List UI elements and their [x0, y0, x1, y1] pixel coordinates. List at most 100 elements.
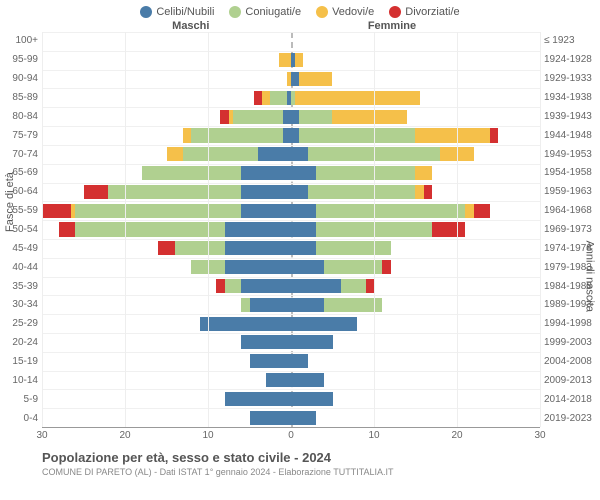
- female-bar: [291, 34, 540, 48]
- male-bar: [42, 411, 291, 425]
- age-tick: 85-89: [0, 89, 42, 108]
- bar-row: [42, 333, 540, 352]
- bar-segment: [183, 147, 258, 161]
- chart-subtitle: COMUNE DI PARETO (AL) - Dati ISTAT 1° ge…: [42, 467, 590, 477]
- bar-row: [42, 201, 540, 220]
- birth-tick: 1934-1938: [540, 89, 600, 108]
- male-bar: [42, 354, 291, 368]
- birth-tick: ≤ 1923: [540, 32, 600, 51]
- bar-segment: [158, 241, 175, 255]
- bar-segment: [262, 91, 270, 105]
- age-tick: 20-24: [0, 334, 42, 353]
- bar-segment: [316, 166, 416, 180]
- bar-segment: [474, 204, 491, 218]
- bar-row: [42, 258, 540, 277]
- bar-segment: [366, 279, 374, 293]
- bar-segment: [250, 298, 292, 312]
- birth-tick: 1959-1963: [540, 183, 600, 202]
- bar-segment: [175, 241, 225, 255]
- bar-segment: [279, 53, 291, 67]
- bar-segment: [291, 298, 324, 312]
- female-bar: [291, 185, 540, 199]
- male-bar: [42, 110, 291, 124]
- header-female: Femmine: [291, 20, 542, 32]
- legend-item: Coniugati/e: [229, 6, 301, 18]
- female-bar: [291, 128, 540, 142]
- age-tick: 95-99: [0, 51, 42, 70]
- bar-segment: [291, 222, 316, 236]
- bar-row: [42, 352, 540, 371]
- x-ticks: 3020100102030: [42, 428, 540, 442]
- bar-segment: [283, 110, 291, 124]
- bar-segment: [490, 128, 498, 142]
- female-bar: [291, 222, 540, 236]
- birth-tick: 2019-2023: [540, 409, 600, 428]
- birth-tick: 1949-1953: [540, 145, 600, 164]
- age-tick: 45-49: [0, 239, 42, 258]
- legend-item: Celibi/Nubili: [140, 6, 214, 18]
- male-bar: [42, 279, 291, 293]
- female-bar: [291, 354, 540, 368]
- legend-item: Divorziati/e: [389, 6, 459, 18]
- male-bar: [42, 34, 291, 48]
- bar-segment: [291, 185, 308, 199]
- x-tick: 10: [368, 430, 379, 441]
- bar-segment: [191, 128, 282, 142]
- bar-segment: [415, 166, 432, 180]
- age-tick: 90-94: [0, 70, 42, 89]
- male-bar: [42, 53, 291, 67]
- bar-segment: [142, 166, 242, 180]
- chart-container: Celibi/Nubili Coniugati/e Vedovi/e Divorzia…: [0, 0, 600, 500]
- bar-segment: [241, 335, 291, 349]
- birth-tick: 1969-1973: [540, 221, 600, 240]
- chart-area: Fasce di età Anni di nascita 100+95-9990…: [0, 32, 600, 428]
- birth-tick: 1994-1998: [540, 315, 600, 334]
- header-male: Maschi: [40, 20, 291, 32]
- bar-segment: [291, 241, 316, 255]
- age-tick: 80-84: [0, 107, 42, 126]
- bar-segment: [291, 411, 316, 425]
- female-bar: [291, 147, 540, 161]
- legend-swatch: [389, 6, 401, 18]
- bar-segment: [270, 91, 287, 105]
- plot-area: [42, 32, 540, 428]
- x-axis: 3020100102030: [0, 428, 600, 442]
- bar-segment: [316, 241, 391, 255]
- x-tick: 30: [534, 430, 545, 441]
- age-tick: 5-9: [0, 390, 42, 409]
- bar-row: [42, 408, 540, 427]
- male-bar: [42, 128, 291, 142]
- bar-row: [42, 145, 540, 164]
- female-bar: [291, 392, 540, 406]
- bar-segment: [241, 279, 291, 293]
- bar-segment: [295, 53, 303, 67]
- male-bar: [42, 392, 291, 406]
- bar-segment: [225, 222, 291, 236]
- y-axis-label-right: Anni di nascita: [584, 240, 596, 312]
- birth-tick: 2014-2018: [540, 390, 600, 409]
- bar-segment: [316, 204, 465, 218]
- bar-row: [42, 126, 540, 145]
- age-tick: 0-4: [0, 409, 42, 428]
- bar-segment: [291, 260, 324, 274]
- birth-tick: 1924-1928: [540, 51, 600, 70]
- legend-label: Vedovi/e: [332, 6, 374, 18]
- legend-item: Vedovi/e: [316, 6, 374, 18]
- bar-segment: [225, 392, 291, 406]
- bar-segment: [291, 204, 316, 218]
- bar-row: [42, 70, 540, 89]
- bar-row: [42, 220, 540, 239]
- female-bar: [291, 53, 540, 67]
- bar-segment: [291, 373, 324, 387]
- age-tick: 100+: [0, 32, 42, 51]
- bar-segment: [183, 128, 191, 142]
- bar-segment: [291, 354, 308, 368]
- male-bar: [42, 147, 291, 161]
- bar-segment: [75, 222, 224, 236]
- birth-tick: 1999-2003: [540, 334, 600, 353]
- female-bar: [291, 241, 540, 255]
- legend: Celibi/Nubili Coniugati/e Vedovi/e Divorzia…: [0, 0, 600, 20]
- bar-row: [42, 164, 540, 183]
- x-tick: 20: [451, 430, 462, 441]
- x-tick: 30: [36, 430, 47, 441]
